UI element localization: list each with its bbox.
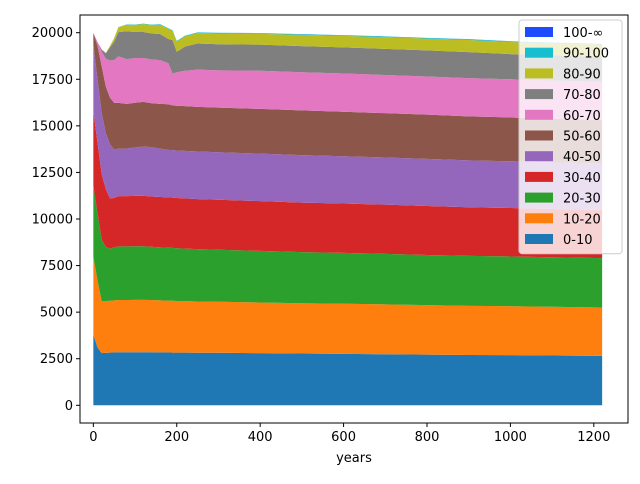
area-series-7 [93, 32, 603, 121]
legend-swatch [525, 109, 553, 120]
y-tick-label: 10000 [32, 213, 73, 228]
legend-label: 60-70 [563, 109, 601, 124]
legend-label: 70-80 [563, 88, 601, 103]
legend-swatch [525, 89, 553, 100]
x-tick-label: 400 [248, 430, 273, 445]
y-tick-label: 15000 [32, 119, 73, 134]
legend-label: 10-20 [563, 212, 601, 227]
legend: 100-∞ 90-100 80-90 70-80 60-70 50-60 40-50 30-4… [518, 19, 623, 255]
y-axis-ticks: 0 2500 5000 7500 10000 12500 15000 17500 20000 [32, 26, 80, 414]
x-tick-label: 800 [415, 430, 440, 445]
area-series-4 [93, 110, 603, 259]
legend-swatch [525, 213, 553, 224]
x-tick-label: 1200 [577, 430, 610, 445]
x-tick-label: 0 [89, 430, 97, 445]
area-series-5 [93, 43, 603, 211]
legend-label: 50-60 [563, 130, 601, 145]
y-tick-label: 12500 [32, 166, 73, 181]
area-series-2 [93, 256, 603, 356]
x-axis-ticks: 0 200 400 600 800 1000 1200 [89, 423, 610, 445]
legend-swatch [525, 47, 553, 58]
area-series-1 [93, 334, 603, 406]
y-tick-label: 7500 [40, 259, 73, 274]
legend-label: 30-40 [563, 171, 601, 186]
x-tick-label: 600 [331, 430, 356, 445]
legend-swatch [525, 27, 553, 37]
legend-swatch [525, 68, 553, 79]
legend-label: 90-100 [563, 47, 609, 62]
area-series-9 [93, 24, 603, 57]
area-series-6 [93, 32, 603, 164]
legend-label: 20-30 [563, 192, 601, 207]
plot-areas [93, 23, 603, 406]
y-tick-label: 2500 [40, 352, 73, 367]
x-tick-label: 1000 [494, 430, 527, 445]
legend-label: 100-∞ [563, 26, 603, 41]
legend-swatch [525, 234, 553, 244]
area-series-3 [93, 185, 603, 308]
legend-swatch [525, 130, 553, 141]
x-tick-label: 200 [164, 430, 189, 445]
y-tick-label: 5000 [40, 306, 73, 321]
area-series-8 [93, 31, 603, 82]
legend-label: 80-90 [563, 67, 601, 82]
y-tick-label: 20000 [32, 26, 73, 41]
y-tick-label: 0 [65, 399, 73, 414]
legend-label: 40-50 [563, 150, 601, 165]
legend-label: 0-10 [563, 233, 593, 248]
legend-swatch [525, 192, 553, 203]
x-axis-label: years [336, 451, 372, 466]
legend-swatch [525, 151, 553, 162]
y-tick-label: 17500 [32, 73, 73, 88]
legend-swatch [525, 171, 553, 182]
